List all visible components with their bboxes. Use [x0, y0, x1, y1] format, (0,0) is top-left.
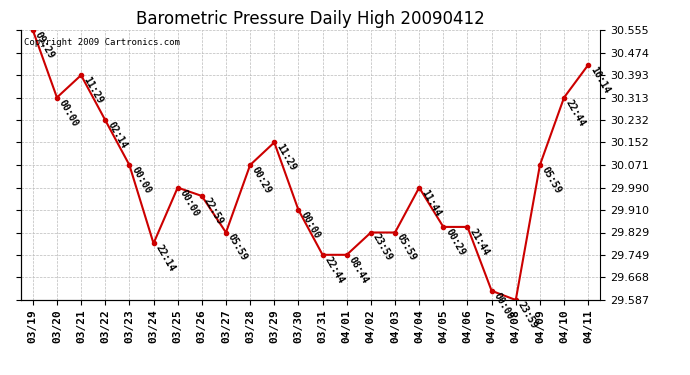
Text: 09:29: 09:29 — [33, 30, 56, 60]
Text: 23:59: 23:59 — [515, 300, 539, 330]
Text: 05:59: 05:59 — [540, 165, 563, 195]
Title: Barometric Pressure Daily High 20090412: Barometric Pressure Daily High 20090412 — [136, 10, 485, 28]
Text: 05:59: 05:59 — [395, 232, 418, 263]
Text: 00:00: 00:00 — [177, 188, 201, 218]
Text: 22:44: 22:44 — [564, 98, 587, 128]
Text: 00:00: 00:00 — [57, 98, 80, 128]
Text: 23:59: 23:59 — [371, 232, 394, 263]
Text: 21:44: 21:44 — [467, 227, 491, 257]
Text: 00:29: 00:29 — [250, 165, 273, 195]
Text: Copyright 2009 Cartronics.com: Copyright 2009 Cartronics.com — [23, 38, 179, 47]
Text: 02:14: 02:14 — [105, 120, 128, 150]
Text: 11:29: 11:29 — [274, 142, 297, 173]
Text: 22:14: 22:14 — [153, 243, 177, 274]
Text: 11:44: 11:44 — [419, 188, 442, 218]
Text: 22:44: 22:44 — [322, 255, 346, 285]
Text: 00:00: 00:00 — [298, 210, 322, 240]
Text: 08:44: 08:44 — [346, 255, 370, 285]
Text: 22:59: 22:59 — [201, 196, 225, 226]
Text: 00:00: 00:00 — [491, 291, 515, 321]
Text: 00:00: 00:00 — [129, 165, 152, 195]
Text: 00:29: 00:29 — [443, 227, 466, 257]
Text: 11:29: 11:29 — [81, 75, 104, 106]
Text: 05:59: 05:59 — [226, 232, 249, 263]
Text: 10:14: 10:14 — [588, 65, 611, 95]
